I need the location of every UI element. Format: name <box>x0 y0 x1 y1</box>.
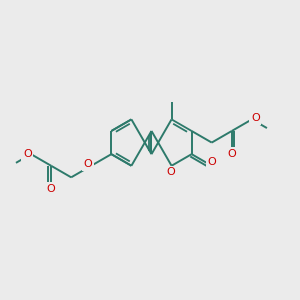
Text: O: O <box>83 159 92 169</box>
Text: O: O <box>251 113 260 123</box>
Text: O: O <box>167 167 175 177</box>
Text: O: O <box>208 157 216 167</box>
Text: O: O <box>23 149 32 159</box>
Text: O: O <box>46 184 55 194</box>
Text: O: O <box>227 149 236 159</box>
